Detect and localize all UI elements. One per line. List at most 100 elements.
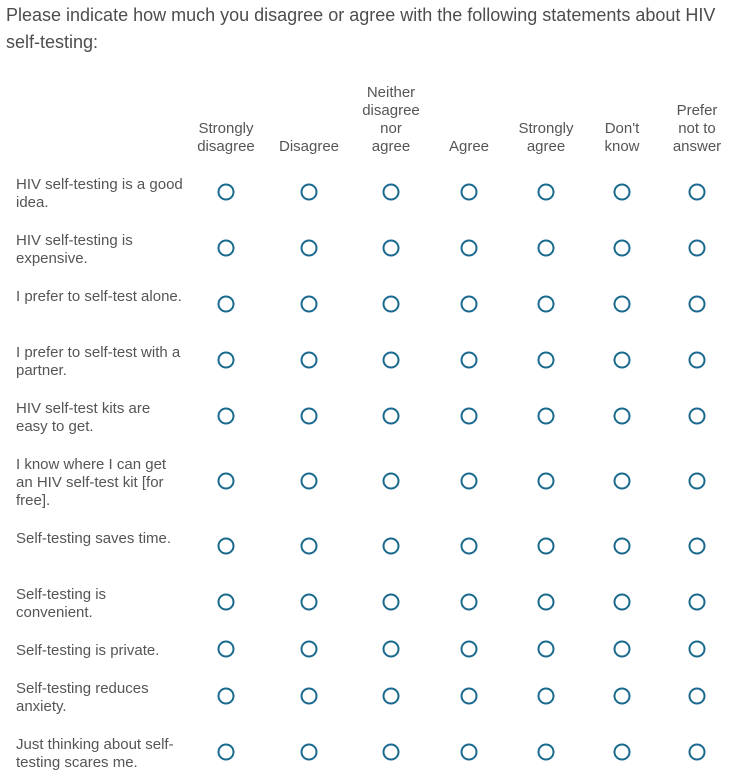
radio-strongly-disagree[interactable]: [217, 295, 235, 313]
radio-prefer-not[interactable]: [688, 183, 706, 201]
radio-strongly-agree[interactable]: [537, 743, 555, 761]
radio-neither[interactable]: [382, 593, 400, 611]
radio-dont-know[interactable]: [613, 743, 631, 761]
radio-strongly-disagree[interactable]: [217, 593, 235, 611]
radio-strongly-disagree[interactable]: [217, 472, 235, 490]
statement-label: I prefer to self-test with a partner.: [16, 344, 181, 379]
radio-dont-know[interactable]: [613, 472, 631, 490]
radio-agree[interactable]: [460, 239, 478, 257]
statement-label: HIV self-test kits are easy to get.: [16, 400, 151, 435]
radio-prefer-not[interactable]: [688, 743, 706, 761]
radio-disagree[interactable]: [300, 351, 318, 369]
column-header-prefer-not: Prefer not to answer: [666, 84, 728, 156]
radio-dont-know[interactable]: [613, 640, 631, 658]
radio-strongly-agree[interactable]: [537, 351, 555, 369]
statement-label: Just thinking about self-testing scares …: [16, 736, 174, 771]
statement-label: Self-testing is private.: [16, 642, 160, 659]
radio-strongly-agree[interactable]: [537, 687, 555, 705]
radio-prefer-not[interactable]: [688, 687, 706, 705]
radio-disagree[interactable]: [300, 407, 318, 425]
radio-strongly-agree[interactable]: [537, 537, 555, 555]
radio-agree[interactable]: [460, 183, 478, 201]
column-header-strongly-agree: Strongly agree: [511, 84, 581, 156]
radio-strongly-agree[interactable]: [537, 593, 555, 611]
column-header-line: disagree: [362, 102, 420, 119]
radio-agree[interactable]: [460, 472, 478, 490]
radio-strongly-disagree[interactable]: [217, 239, 235, 257]
radio-strongly-disagree[interactable]: [217, 351, 235, 369]
radio-dont-know[interactable]: [613, 183, 631, 201]
radio-dont-know[interactable]: [613, 593, 631, 611]
radio-prefer-not[interactable]: [688, 640, 706, 658]
radio-dont-know[interactable]: [613, 407, 631, 425]
radio-disagree[interactable]: [300, 687, 318, 705]
radio-strongly-agree[interactable]: [537, 183, 555, 201]
column-header-line: answer: [672, 138, 722, 155]
radio-strongly-disagree[interactable]: [217, 183, 235, 201]
radio-dont-know[interactable]: [613, 537, 631, 555]
radio-agree[interactable]: [460, 407, 478, 425]
radio-strongly-agree[interactable]: [537, 640, 555, 658]
radio-neither[interactable]: [382, 687, 400, 705]
radio-neither[interactable]: [382, 472, 400, 490]
statement-label: Self-testing is convenient.: [16, 586, 107, 621]
radio-prefer-not[interactable]: [688, 593, 706, 611]
radio-strongly-agree[interactable]: [537, 472, 555, 490]
radio-disagree[interactable]: [300, 295, 318, 313]
radio-neither[interactable]: [382, 183, 400, 201]
column-header-line: Agree: [448, 138, 490, 155]
radio-strongly-agree[interactable]: [537, 295, 555, 313]
radio-strongly-agree[interactable]: [537, 407, 555, 425]
radio-prefer-not[interactable]: [688, 472, 706, 490]
statement-label: Self-testing reduces anxiety.: [16, 680, 149, 715]
radio-prefer-not[interactable]: [688, 239, 706, 257]
column-header-line: know: [604, 138, 640, 155]
radio-neither[interactable]: [382, 295, 400, 313]
radio-neither[interactable]: [382, 407, 400, 425]
column-header-line: Disagree: [278, 138, 340, 155]
radio-agree[interactable]: [460, 295, 478, 313]
radio-agree[interactable]: [460, 351, 478, 369]
column-header-line: Prefer: [676, 102, 718, 119]
radio-disagree[interactable]: [300, 593, 318, 611]
radio-disagree[interactable]: [300, 640, 318, 658]
question-text: Please indicate how much you disagree or…: [6, 5, 716, 52]
statement-label: I prefer to self-test alone.: [16, 288, 182, 305]
column-header-line: Don't: [604, 120, 640, 137]
radio-strongly-disagree[interactable]: [217, 640, 235, 658]
radio-dont-know[interactable]: [613, 295, 631, 313]
radio-agree[interactable]: [460, 640, 478, 658]
radio-neither[interactable]: [382, 239, 400, 257]
radio-agree[interactable]: [460, 687, 478, 705]
radio-dont-know[interactable]: [613, 687, 631, 705]
radio-agree[interactable]: [460, 593, 478, 611]
radio-neither[interactable]: [382, 743, 400, 761]
radio-disagree[interactable]: [300, 239, 318, 257]
radio-dont-know[interactable]: [613, 239, 631, 257]
column-header-line: Strongly: [518, 120, 574, 137]
radio-disagree[interactable]: [300, 537, 318, 555]
column-header-strongly-disagree: Strongly disagree: [191, 84, 261, 156]
radio-strongly-disagree[interactable]: [217, 537, 235, 555]
radio-strongly-agree[interactable]: [537, 239, 555, 257]
column-header-line: nor: [380, 120, 402, 137]
radio-prefer-not[interactable]: [688, 537, 706, 555]
radio-disagree[interactable]: [300, 743, 318, 761]
radio-prefer-not[interactable]: [688, 351, 706, 369]
radio-dont-know[interactable]: [613, 351, 631, 369]
radio-neither[interactable]: [382, 537, 400, 555]
radio-prefer-not[interactable]: [688, 295, 706, 313]
column-header-agree: Agree: [439, 84, 499, 156]
radio-agree[interactable]: [460, 537, 478, 555]
statement-label: I know where I can get an HIV self-test …: [16, 456, 167, 509]
radio-neither[interactable]: [382, 640, 400, 658]
radio-neither[interactable]: [382, 351, 400, 369]
radio-prefer-not[interactable]: [688, 407, 706, 425]
radio-strongly-disagree[interactable]: [217, 407, 235, 425]
radio-disagree[interactable]: [300, 472, 318, 490]
radio-agree[interactable]: [460, 743, 478, 761]
column-header-line: not to: [678, 120, 716, 137]
radio-strongly-disagree[interactable]: [217, 687, 235, 705]
radio-disagree[interactable]: [300, 183, 318, 201]
radio-strongly-disagree[interactable]: [217, 743, 235, 761]
